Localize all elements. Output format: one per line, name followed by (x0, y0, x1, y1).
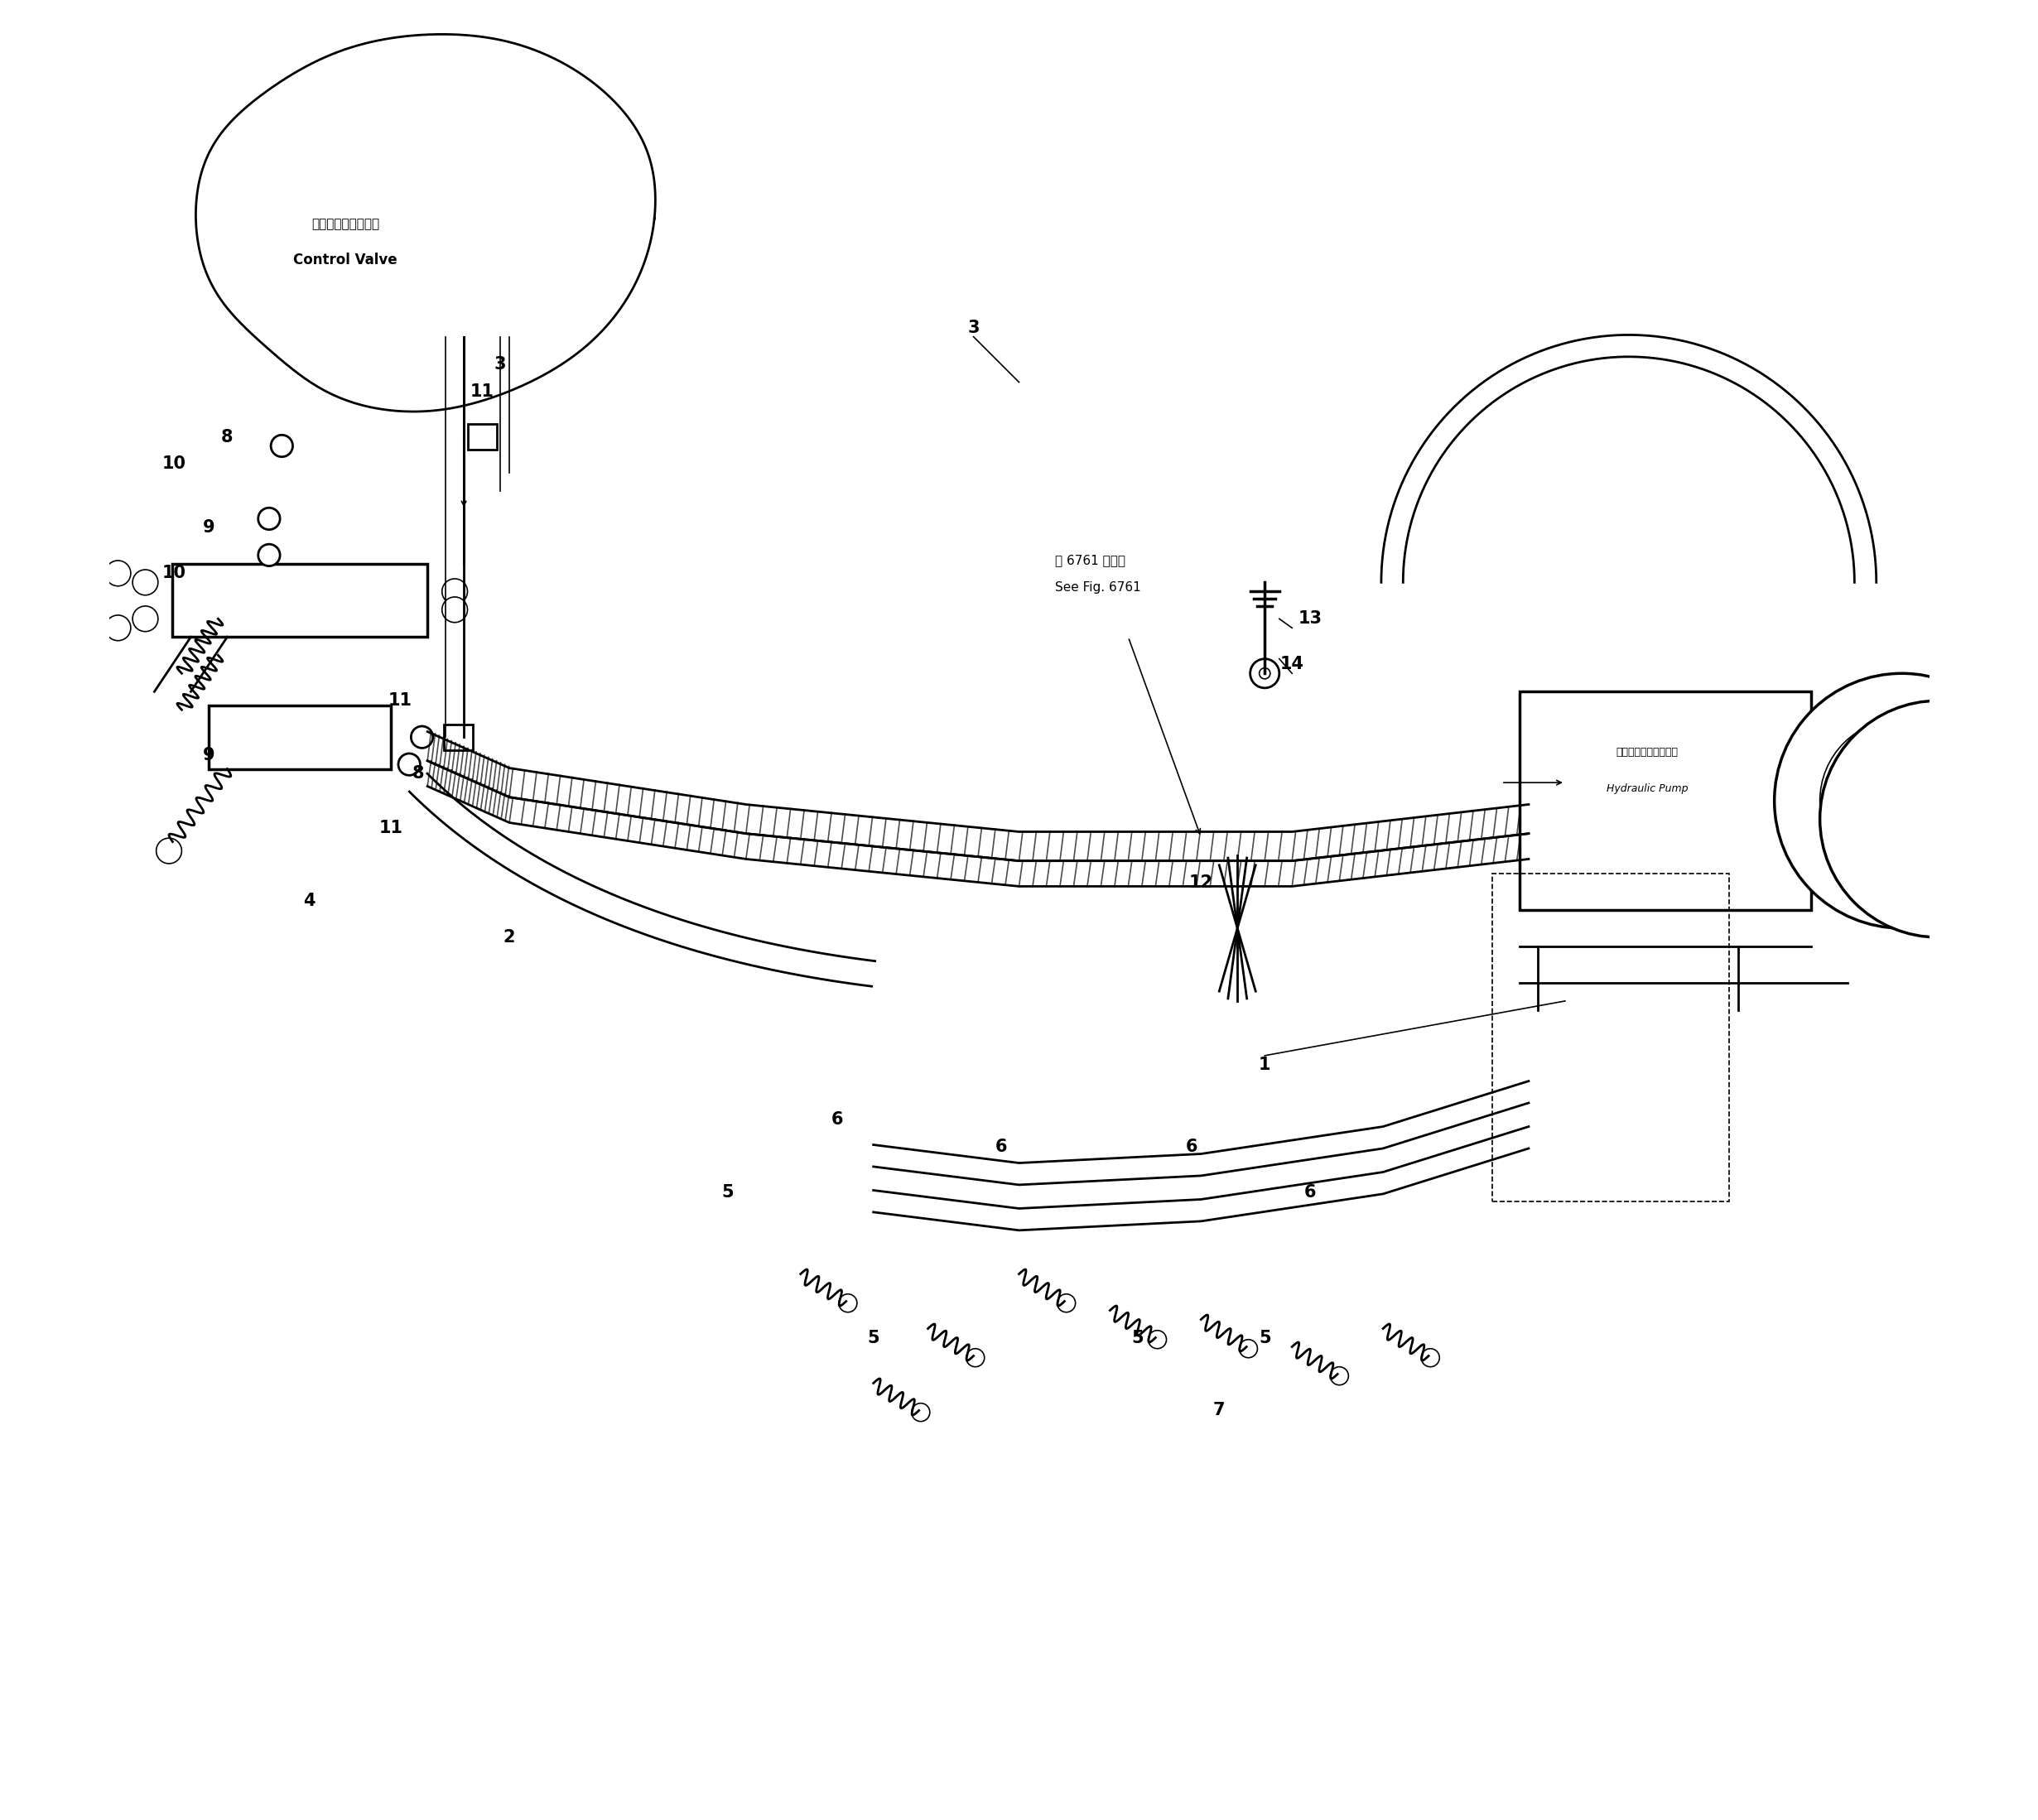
Text: 11: 11 (379, 819, 404, 837)
Circle shape (840, 1294, 858, 1312)
Circle shape (132, 606, 159, 632)
Text: 11: 11 (387, 692, 412, 710)
Bar (467, 424, 497, 450)
Text: コントロールバルブ: コントロールバルブ (312, 218, 379, 229)
Circle shape (1259, 668, 1270, 679)
Text: 5: 5 (721, 1183, 734, 1201)
Circle shape (106, 615, 130, 641)
Text: 12: 12 (1188, 874, 1213, 892)
Text: Hydraulic Pump: Hydraulic Pump (1606, 783, 1687, 794)
Circle shape (412, 726, 432, 748)
Text: ハイドロリックポンプ: ハイドロリックポンプ (1616, 746, 1677, 757)
Bar (1492, 874, 1728, 1201)
FancyBboxPatch shape (173, 564, 428, 637)
Circle shape (271, 435, 293, 457)
Text: 8: 8 (412, 764, 424, 783)
Text: 4: 4 (304, 892, 316, 910)
Circle shape (911, 1403, 929, 1421)
Circle shape (1820, 719, 1983, 883)
Text: 10: 10 (163, 455, 185, 473)
Text: 10: 10 (163, 564, 185, 582)
Circle shape (1420, 1349, 1439, 1367)
Circle shape (1058, 1294, 1076, 1312)
Text: 6: 6 (1304, 1183, 1317, 1201)
Circle shape (259, 544, 279, 566)
Text: 3: 3 (495, 355, 505, 373)
Circle shape (1775, 673, 2030, 928)
Text: 13: 13 (1298, 610, 1323, 628)
Text: See Fig. 6761: See Fig. 6761 (1056, 582, 1141, 593)
Circle shape (157, 837, 181, 864)
Circle shape (1239, 1340, 1257, 1358)
Circle shape (259, 508, 279, 530)
Text: 6: 6 (832, 1110, 844, 1128)
Circle shape (132, 570, 159, 595)
Text: 14: 14 (1280, 655, 1304, 673)
Text: 6: 6 (995, 1138, 1007, 1156)
Text: 3: 3 (968, 318, 980, 337)
Circle shape (1331, 1367, 1349, 1385)
Text: 8: 8 (222, 428, 232, 446)
Text: 9: 9 (204, 519, 216, 537)
Text: 11: 11 (471, 382, 493, 400)
Circle shape (442, 579, 467, 604)
Circle shape (1820, 701, 2038, 937)
Text: 2: 2 (503, 928, 516, 946)
Circle shape (397, 753, 420, 775)
Text: 1: 1 (1259, 1056, 1272, 1074)
Circle shape (442, 597, 467, 622)
Circle shape (1249, 659, 1280, 688)
Text: 7: 7 (1213, 1401, 1225, 1420)
Text: Control Valve: Control Valve (293, 253, 397, 268)
Text: 5: 5 (1131, 1329, 1143, 1347)
FancyBboxPatch shape (1520, 692, 1812, 910)
Text: 6: 6 (1186, 1138, 1198, 1156)
Text: 5: 5 (1259, 1329, 1272, 1347)
Circle shape (106, 561, 130, 586)
FancyBboxPatch shape (210, 704, 391, 768)
Text: 9: 9 (204, 746, 216, 764)
Text: 5: 5 (868, 1329, 880, 1347)
Text: 第 6761 図参照: 第 6761 図参照 (1056, 555, 1125, 566)
Bar (444, 724, 473, 750)
Circle shape (966, 1349, 984, 1367)
Circle shape (1147, 1330, 1166, 1349)
